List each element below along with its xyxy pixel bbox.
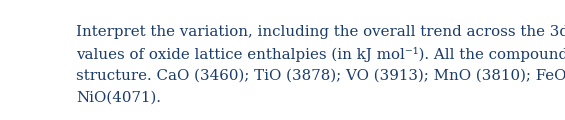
Text: NiO(4071).: NiO(4071). [76,91,161,105]
Text: Interpret the variation, including the overall trend across the 3d series, of th: Interpret the variation, including the o… [76,25,565,39]
Text: structure. CaO (3460); TiO (3878); VO (3913); MnO (3810); FeO (3921); CoO (3988): structure. CaO (3460); TiO (3878); VO (3… [76,69,565,83]
Text: values of oxide lattice enthalpies (in kJ mol⁻¹). All the compounds have the roc: values of oxide lattice enthalpies (in k… [76,47,565,62]
